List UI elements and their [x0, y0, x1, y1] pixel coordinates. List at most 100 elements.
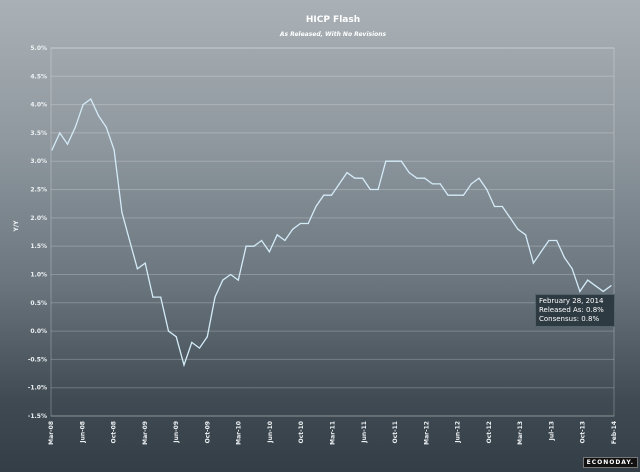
data-point [462, 194, 465, 196]
data-point [587, 279, 589, 281]
data-point [268, 251, 270, 253]
data-point [563, 256, 566, 259]
data-point [416, 177, 418, 179]
data-point [501, 205, 503, 208]
data-point [229, 273, 232, 276]
tooltip-consensus: Consensus: 0.8% [539, 315, 600, 323]
x-tick-label: Mar-12 [423, 421, 430, 445]
data-point [214, 296, 216, 298]
y-tick-label: 2.0% [30, 215, 47, 222]
data-point [470, 183, 472, 185]
data-point [136, 268, 139, 270]
chart-title: HICP Flash [306, 15, 360, 25]
y-tick-label: 3.5% [30, 130, 47, 137]
y-tick-label: 0.5% [30, 300, 47, 307]
x-tick-label: Oct-10 [298, 421, 305, 443]
data-point [431, 183, 434, 185]
data-point [276, 234, 278, 236]
data-point [175, 336, 177, 338]
data-point [82, 104, 84, 106]
data-point [408, 171, 410, 174]
y-tick-label: 5.0% [30, 45, 47, 52]
data-point [144, 262, 146, 264]
y-tick-label: -1.5% [28, 413, 47, 420]
data-point [369, 188, 371, 191]
data-point [610, 285, 612, 287]
data-point [346, 171, 348, 174]
data-point [385, 160, 387, 162]
data-point [261, 239, 263, 242]
data-point [152, 296, 154, 298]
data-tooltip: February 28, 2014 Released As: 0.8% Cons… [535, 294, 615, 327]
x-tick-label: Mar-08 [48, 421, 55, 445]
data-point [90, 98, 92, 100]
data-point [455, 194, 457, 196]
y-axis-label: Y/Y [13, 220, 20, 233]
data-point [571, 268, 573, 270]
tooltip-released: Released As: 0.8% [539, 306, 604, 314]
data-point [393, 160, 395, 162]
data-point [323, 194, 325, 196]
data-point [191, 341, 193, 343]
data-point [532, 262, 534, 264]
data-point [315, 205, 317, 208]
y-tick-label: 3.0% [30, 158, 47, 165]
data-point [361, 177, 364, 179]
y-tick-label: -1.0% [28, 385, 47, 392]
data-point [74, 126, 76, 128]
x-tick-label: Mar-09 [142, 421, 149, 445]
data-point [284, 239, 286, 242]
data-point [524, 234, 527, 236]
data-point [183, 364, 185, 366]
data-point [400, 160, 402, 162]
data-point [594, 285, 597, 287]
x-tick-label: Jun-08 [79, 421, 86, 444]
data-point [307, 222, 309, 225]
x-tick-label: Oct-09 [204, 421, 211, 443]
data-point [548, 239, 550, 242]
chart-subtitle: As Released, With No Revisions [279, 31, 387, 38]
x-tick-label: Jun-12 [455, 421, 462, 444]
data-point [354, 177, 356, 179]
data-point [121, 211, 123, 213]
data-point [129, 239, 131, 242]
data-point [198, 347, 201, 349]
data-point [509, 217, 511, 219]
x-tick-label: Jun-11 [361, 421, 368, 444]
data-point [602, 290, 604, 293]
data-point [517, 228, 519, 230]
series-line-released-as [51, 98, 612, 368]
data-point [478, 177, 480, 179]
econoday-logo: ECONODAY. [582, 457, 638, 468]
y-tick-label: 1.0% [30, 271, 47, 278]
data-point [540, 251, 542, 253]
y-tick-label: 4.0% [30, 102, 47, 109]
x-tick-label: Oct-08 [111, 421, 118, 443]
data-point [167, 330, 170, 332]
data-point [486, 188, 488, 191]
x-tick-label: Oct-13 [580, 421, 587, 443]
data-point [338, 183, 340, 185]
data-point [439, 183, 441, 185]
x-tick-label: Feb-14 [611, 421, 618, 444]
x-tick-label: Jul-13 [548, 421, 555, 441]
data-point [424, 177, 426, 179]
data-point [160, 296, 162, 298]
data-point [206, 336, 208, 338]
y-tick-label: -0.5% [28, 356, 47, 363]
data-point [66, 143, 69, 145]
data-point [447, 194, 449, 196]
x-tick-label: Mar-13 [517, 421, 524, 445]
y-tick-label: 2.5% [30, 187, 47, 194]
y-tick-label: 1.5% [30, 243, 47, 250]
data-point [51, 149, 53, 151]
data-point [299, 222, 302, 225]
data-point [292, 228, 294, 230]
data-point [253, 245, 255, 247]
data-point [113, 149, 115, 151]
data-point [493, 205, 496, 208]
data-point [222, 279, 224, 281]
x-tick-label: Mar-11 [330, 421, 337, 445]
